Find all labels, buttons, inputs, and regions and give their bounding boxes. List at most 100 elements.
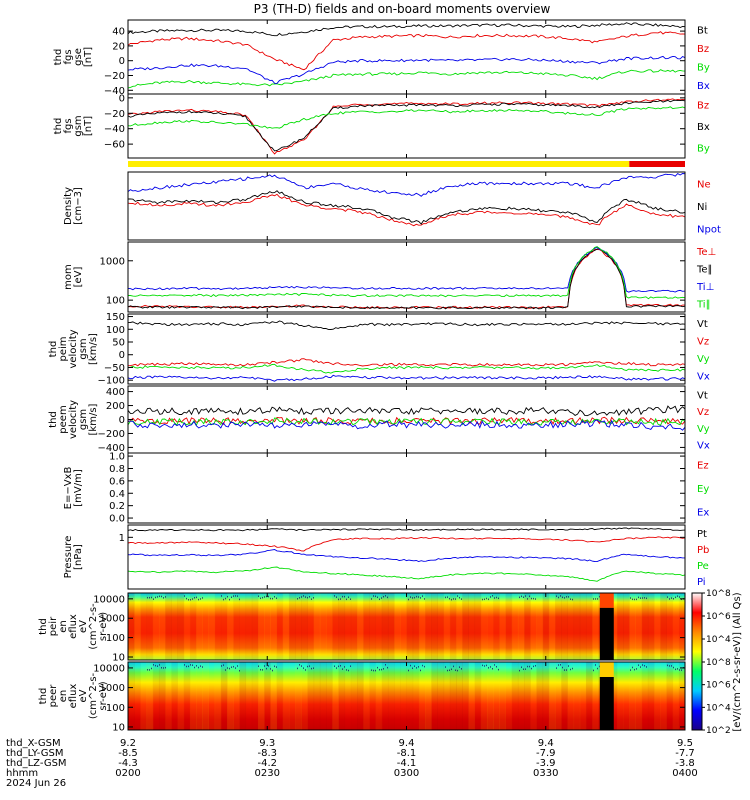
legend-label: Vy [697, 354, 710, 365]
spectrogram-speckle [161, 595, 162, 598]
ylabel-line: eV [78, 689, 89, 702]
legend-label: Pb [697, 545, 709, 556]
spectrogram-speckle [377, 596, 378, 599]
spectrogram-texture [288, 662, 296, 730]
ytick-label: 0.6 [109, 476, 125, 487]
series-line-By [127, 106, 686, 129]
spectrogram-speckle [233, 595, 234, 597]
spectrogram-speckle [186, 665, 187, 668]
spectrogram-texture [387, 662, 395, 730]
spectrogram-speckle [340, 598, 341, 600]
time-row-label: hhmm [6, 768, 38, 779]
ytick-label: −200 [98, 429, 125, 440]
spectrogram-speckle [424, 598, 425, 600]
series-line-Ti⊥ [128, 246, 686, 293]
ytick-label: 0 [119, 93, 125, 104]
spectrogram-texture [511, 593, 519, 660]
spectrogram-texture [536, 662, 544, 730]
series-line-Pi [127, 549, 685, 563]
legend-label: Vt [697, 319, 708, 330]
legend-label: Ti⊥ [696, 282, 714, 293]
spectrogram-speckle [671, 597, 672, 599]
spectrogram-speckle [679, 596, 680, 598]
spectrogram-fill [128, 593, 685, 660]
mode-segment [128, 161, 630, 167]
spectrogram-texture [666, 593, 674, 660]
ylabel-line: (cm^2-s- [88, 603, 99, 650]
spectrogram-texture [567, 593, 575, 660]
spectrogram-speckle [593, 598, 594, 600]
ylabel-line: [km/s] [88, 333, 99, 365]
spectrogram-texture [282, 593, 290, 660]
spectrogram-texture [257, 593, 265, 660]
spectrogram-speckle [381, 668, 382, 671]
spectrogram-speckle [457, 595, 458, 597]
spectrogram-texture [245, 662, 253, 730]
spectrogram-speckle [373, 669, 374, 672]
spectrogram-speckle [494, 597, 495, 599]
spectrogram-speckle [336, 667, 337, 669]
spectrogram-speckle [149, 669, 150, 671]
spectrogram-texture [480, 593, 488, 660]
spectrogram-speckle [667, 664, 668, 667]
spectrogram-speckle [338, 665, 339, 668]
spectrogram-speckle [348, 669, 349, 672]
spectrogram-speckle [334, 595, 335, 597]
spectrogram-speckle [416, 595, 417, 598]
spectrogram-texture [530, 662, 537, 730]
spectrogram-speckle [560, 595, 561, 597]
time-row-value: -4.3 [118, 758, 138, 769]
legend-label: Bz [697, 101, 709, 112]
spectrogram-texture [511, 662, 519, 730]
spectrogram-texture [369, 662, 377, 730]
spectrogram-speckle [597, 667, 598, 670]
spectrogram-texture [406, 593, 414, 660]
series-line-Ni [127, 190, 686, 225]
ylabel-line: [cm−3] [73, 187, 84, 225]
spectrogram-speckle [272, 669, 273, 672]
spectrogram-speckle [412, 597, 413, 599]
panel-1: 40 20 0 −20 −40 thd fgs gse [nT] Bt Bz By Bx [53, 19, 710, 97]
spectrogram-speckle [342, 595, 343, 598]
spectrogram-speckle [416, 667, 417, 669]
spectrogram-texture [387, 593, 395, 660]
spectrogram-speckle [334, 665, 335, 667]
spectrogram-texture [295, 662, 302, 730]
spectrogram-speckle [529, 665, 530, 668]
ylabel-line: E=−VxB [63, 467, 74, 510]
spectrogram-texture [214, 662, 222, 730]
spectrogram-texture [146, 662, 154, 730]
ytick-label: 10 [112, 652, 125, 663]
ylabel-line: peim [58, 336, 69, 361]
spectrogram-speckle [307, 665, 308, 668]
series-line-Vy [127, 417, 686, 427]
time-row-value: 0330 [533, 768, 558, 779]
spectrogram-texture [431, 593, 438, 660]
panel-4: 1000 100 mom [eV] Te⊥ Te∥ Ti⊥ Ti∥ [63, 241, 716, 313]
spectrogram-speckle [260, 668, 261, 671]
spectrogram-texture [474, 593, 482, 660]
spectrogram-texture [350, 662, 358, 730]
spectrogram-texture [245, 593, 253, 660]
spectrogram-speckle [488, 667, 489, 669]
spectrogram-speckle [679, 669, 680, 671]
spectrogram-texture [579, 593, 587, 660]
legend-label: Pi [697, 577, 706, 588]
spectrogram-texture [375, 593, 383, 660]
time-row-value: -4.1 [397, 758, 417, 769]
spectrogram-speckle [410, 596, 411, 598]
spectrogram-speckle [451, 598, 452, 601]
series-line-Bt [127, 22, 686, 37]
spectrogram-speckle [568, 596, 569, 598]
spectrogram-texture [313, 662, 321, 730]
ytick-label: 10 [112, 722, 125, 733]
spectrogram-speckle [636, 598, 637, 601]
spectrogram-speckle [498, 668, 499, 671]
spectrogram-speckle [350, 598, 351, 600]
spectrogram-speckle [153, 598, 154, 600]
spectrogram-texture [616, 593, 624, 660]
ytick-label: 40 [112, 27, 125, 38]
spectrogram-speckle [190, 664, 191, 666]
spectrogram-speckle [196, 596, 197, 599]
spectrogram-speckle [387, 666, 388, 669]
